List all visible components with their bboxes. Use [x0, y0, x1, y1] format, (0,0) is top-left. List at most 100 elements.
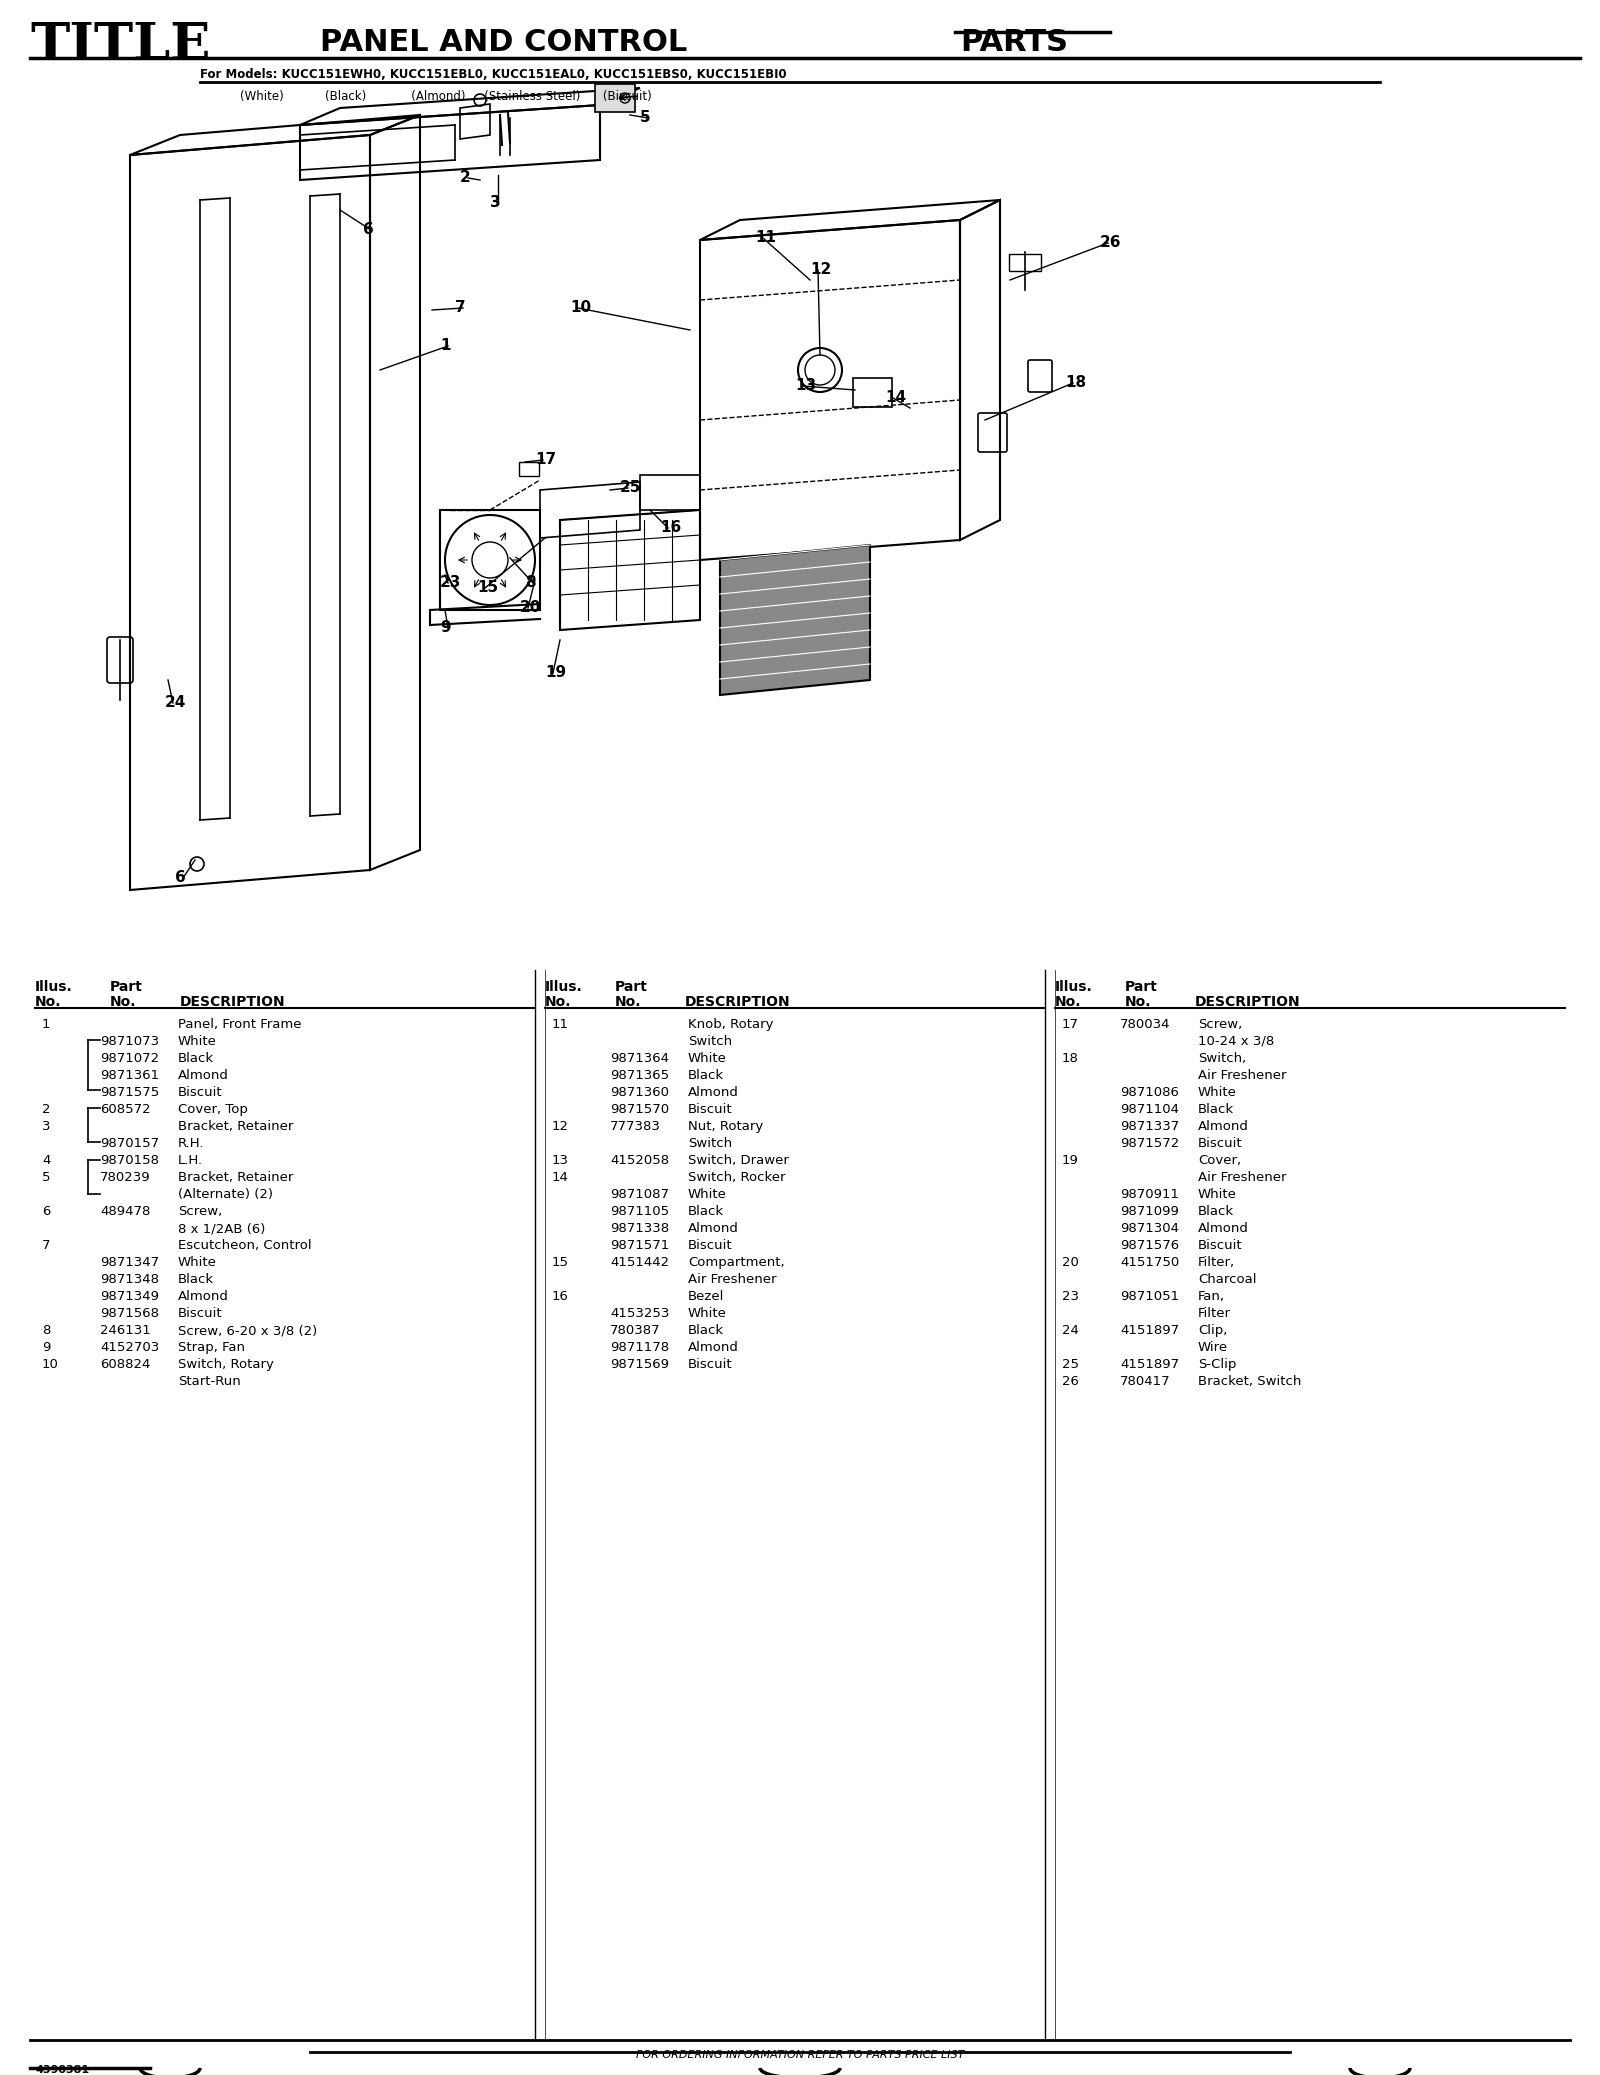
Text: 15: 15 — [552, 1255, 570, 1270]
Text: 9871338: 9871338 — [610, 1222, 669, 1235]
Text: Screw,: Screw, — [1198, 1019, 1242, 1031]
Text: 9871105: 9871105 — [610, 1206, 669, 1218]
Text: DESCRIPTION: DESCRIPTION — [179, 996, 286, 1008]
Text: 25: 25 — [1062, 1357, 1078, 1372]
Text: 9871572: 9871572 — [1120, 1137, 1179, 1150]
Text: 4151750: 4151750 — [1120, 1255, 1179, 1270]
Text: Almond: Almond — [178, 1291, 229, 1303]
Text: Screw, 6-20 x 3/8 (2): Screw, 6-20 x 3/8 (2) — [178, 1324, 317, 1336]
Text: Biscuit: Biscuit — [688, 1104, 733, 1116]
Text: 9871360: 9871360 — [610, 1085, 669, 1100]
Text: Knob, Rotary: Knob, Rotary — [688, 1019, 773, 1031]
Text: Part: Part — [110, 979, 142, 994]
Text: No.: No. — [546, 996, 571, 1008]
Text: 1: 1 — [42, 1019, 51, 1031]
Text: 9871568: 9871568 — [99, 1307, 158, 1320]
Text: 1: 1 — [440, 338, 451, 353]
Text: PARTS: PARTS — [960, 27, 1069, 56]
Text: 9871349: 9871349 — [99, 1291, 158, 1303]
Text: Black: Black — [1198, 1104, 1234, 1116]
Text: 24: 24 — [1062, 1324, 1078, 1336]
Text: Biscuit: Biscuit — [1198, 1137, 1243, 1150]
Text: 19: 19 — [1062, 1154, 1078, 1166]
Text: For Models: KUCC151EWH0, KUCC151EBL0, KUCC151EAL0, KUCC151EBS0, KUCC151EBI0: For Models: KUCC151EWH0, KUCC151EBL0, KU… — [200, 68, 787, 81]
Text: Panel, Front Frame: Panel, Front Frame — [178, 1019, 301, 1031]
Text: Cover,: Cover, — [1198, 1154, 1242, 1166]
Text: 780387: 780387 — [610, 1324, 661, 1336]
Text: Almond: Almond — [1198, 1120, 1250, 1133]
Text: 26: 26 — [1101, 234, 1122, 249]
Text: Biscuit: Biscuit — [1198, 1239, 1243, 1251]
Text: 26: 26 — [1062, 1376, 1078, 1388]
Text: Cover, Top: Cover, Top — [178, 1104, 248, 1116]
Text: Black: Black — [1198, 1206, 1234, 1218]
Text: White: White — [178, 1035, 218, 1048]
Text: 23: 23 — [440, 575, 461, 589]
Text: Black: Black — [688, 1069, 725, 1081]
Text: 9871051: 9871051 — [1120, 1291, 1179, 1303]
Text: Bezel: Bezel — [688, 1291, 725, 1303]
Text: 10: 10 — [570, 301, 590, 315]
Text: Filter,: Filter, — [1198, 1255, 1235, 1270]
Polygon shape — [720, 546, 870, 695]
Text: 10: 10 — [42, 1357, 59, 1372]
Text: 24: 24 — [165, 695, 186, 710]
Text: 7: 7 — [42, 1239, 51, 1251]
Text: 19: 19 — [546, 664, 566, 681]
Text: 9871570: 9871570 — [610, 1104, 669, 1116]
Text: 17: 17 — [534, 452, 557, 467]
Text: White: White — [1198, 1189, 1237, 1201]
Text: 18: 18 — [1066, 376, 1086, 390]
Text: 3: 3 — [42, 1120, 51, 1133]
Text: S-Clip: S-Clip — [1198, 1357, 1237, 1372]
Text: R.H.: R.H. — [178, 1137, 205, 1150]
Text: 9: 9 — [42, 1340, 50, 1355]
Text: White: White — [178, 1255, 218, 1270]
Text: 9871365: 9871365 — [610, 1069, 669, 1081]
Text: 4390381: 4390381 — [35, 2065, 90, 2075]
Text: White: White — [1198, 1085, 1237, 1100]
Text: Illus.: Illus. — [35, 979, 72, 994]
Text: No.: No. — [614, 996, 642, 1008]
Text: Air Freshener: Air Freshener — [1198, 1069, 1286, 1081]
Text: 11: 11 — [552, 1019, 570, 1031]
Text: 9871304: 9871304 — [1120, 1222, 1179, 1235]
Text: 2: 2 — [42, 1104, 51, 1116]
Text: L.H.: L.H. — [178, 1154, 203, 1166]
Text: Almond: Almond — [688, 1222, 739, 1235]
Text: 11: 11 — [755, 230, 776, 245]
Text: Bracket, Switch: Bracket, Switch — [1198, 1376, 1301, 1388]
Text: 608824: 608824 — [99, 1357, 150, 1372]
Text: Biscuit: Biscuit — [178, 1307, 222, 1320]
Text: Compartment,: Compartment, — [688, 1255, 784, 1270]
Text: TITLE: TITLE — [30, 21, 211, 71]
Text: 8 x 1/2AB (6): 8 x 1/2AB (6) — [178, 1222, 266, 1235]
Text: Illus.: Illus. — [1054, 979, 1093, 994]
Text: 16: 16 — [661, 521, 682, 535]
Text: Black: Black — [688, 1206, 725, 1218]
Text: 4151897: 4151897 — [1120, 1357, 1179, 1372]
Text: 9871086: 9871086 — [1120, 1085, 1179, 1100]
Text: 9871099: 9871099 — [1120, 1206, 1179, 1218]
Text: 9871178: 9871178 — [610, 1340, 669, 1355]
Text: 9870157: 9870157 — [99, 1137, 158, 1150]
Text: 9871087: 9871087 — [610, 1189, 669, 1201]
Text: 9871073: 9871073 — [99, 1035, 158, 1048]
Text: No.: No. — [1054, 996, 1082, 1008]
Text: 6: 6 — [42, 1206, 50, 1218]
Text: 4152058: 4152058 — [610, 1154, 669, 1166]
Text: DESCRIPTION: DESCRIPTION — [1195, 996, 1301, 1008]
Text: 608572: 608572 — [99, 1104, 150, 1116]
Text: 4: 4 — [42, 1154, 50, 1166]
Text: Biscuit: Biscuit — [688, 1239, 733, 1251]
Text: 489478: 489478 — [99, 1206, 150, 1218]
Text: Clip,: Clip, — [1198, 1324, 1227, 1336]
Text: White: White — [688, 1189, 726, 1201]
Text: DESCRIPTION: DESCRIPTION — [685, 996, 790, 1008]
Text: 9870158: 9870158 — [99, 1154, 158, 1166]
Text: 4151442: 4151442 — [610, 1255, 669, 1270]
Text: Part: Part — [614, 979, 648, 994]
Text: Bracket, Retainer: Bracket, Retainer — [178, 1120, 293, 1133]
Text: 13: 13 — [552, 1154, 570, 1166]
Text: (Alternate) (2): (Alternate) (2) — [178, 1189, 274, 1201]
